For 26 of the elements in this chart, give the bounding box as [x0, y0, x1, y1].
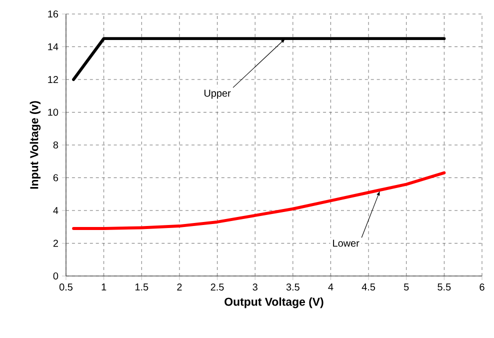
y-tick-label: 2	[53, 240, 58, 247]
x-tick-label: 1	[102, 284, 106, 290]
y-tick-label: 4	[53, 207, 58, 214]
y-tick-label: 6	[53, 174, 58, 182]
x-tick-label: 1.5	[135, 284, 148, 290]
x-tick-label: 6	[480, 284, 484, 291]
y-tick-label: 16	[48, 10, 58, 18]
x-tick-label: 3	[252, 284, 258, 291]
annotation: Upper	[204, 90, 231, 99]
x-tick-label: 4.5	[362, 284, 376, 290]
x-tick-label: 2.5	[210, 284, 224, 291]
y-tick-label: 10	[48, 108, 58, 116]
y-tick-label: 14	[48, 43, 58, 50]
y-tick-label: 12	[48, 76, 58, 83]
x-axis-title: Output Voltage (V)	[224, 297, 324, 308]
y-axis-title: Input Voltage (v)	[30, 101, 41, 189]
line-series	[72, 171, 446, 230]
x-tick-label: 5	[404, 284, 409, 290]
x-tick-label: 5.5	[438, 284, 451, 290]
x-tick-label: 3.5	[286, 284, 300, 291]
y-tick-label: 8	[53, 141, 58, 149]
x-tick-label: 4	[328, 284, 334, 290]
annotation: Lower	[333, 240, 360, 247]
x-tick-label: 2	[177, 284, 182, 290]
y-tick-label: 0	[53, 272, 58, 280]
x-tick-label: 0.5	[59, 284, 73, 291]
